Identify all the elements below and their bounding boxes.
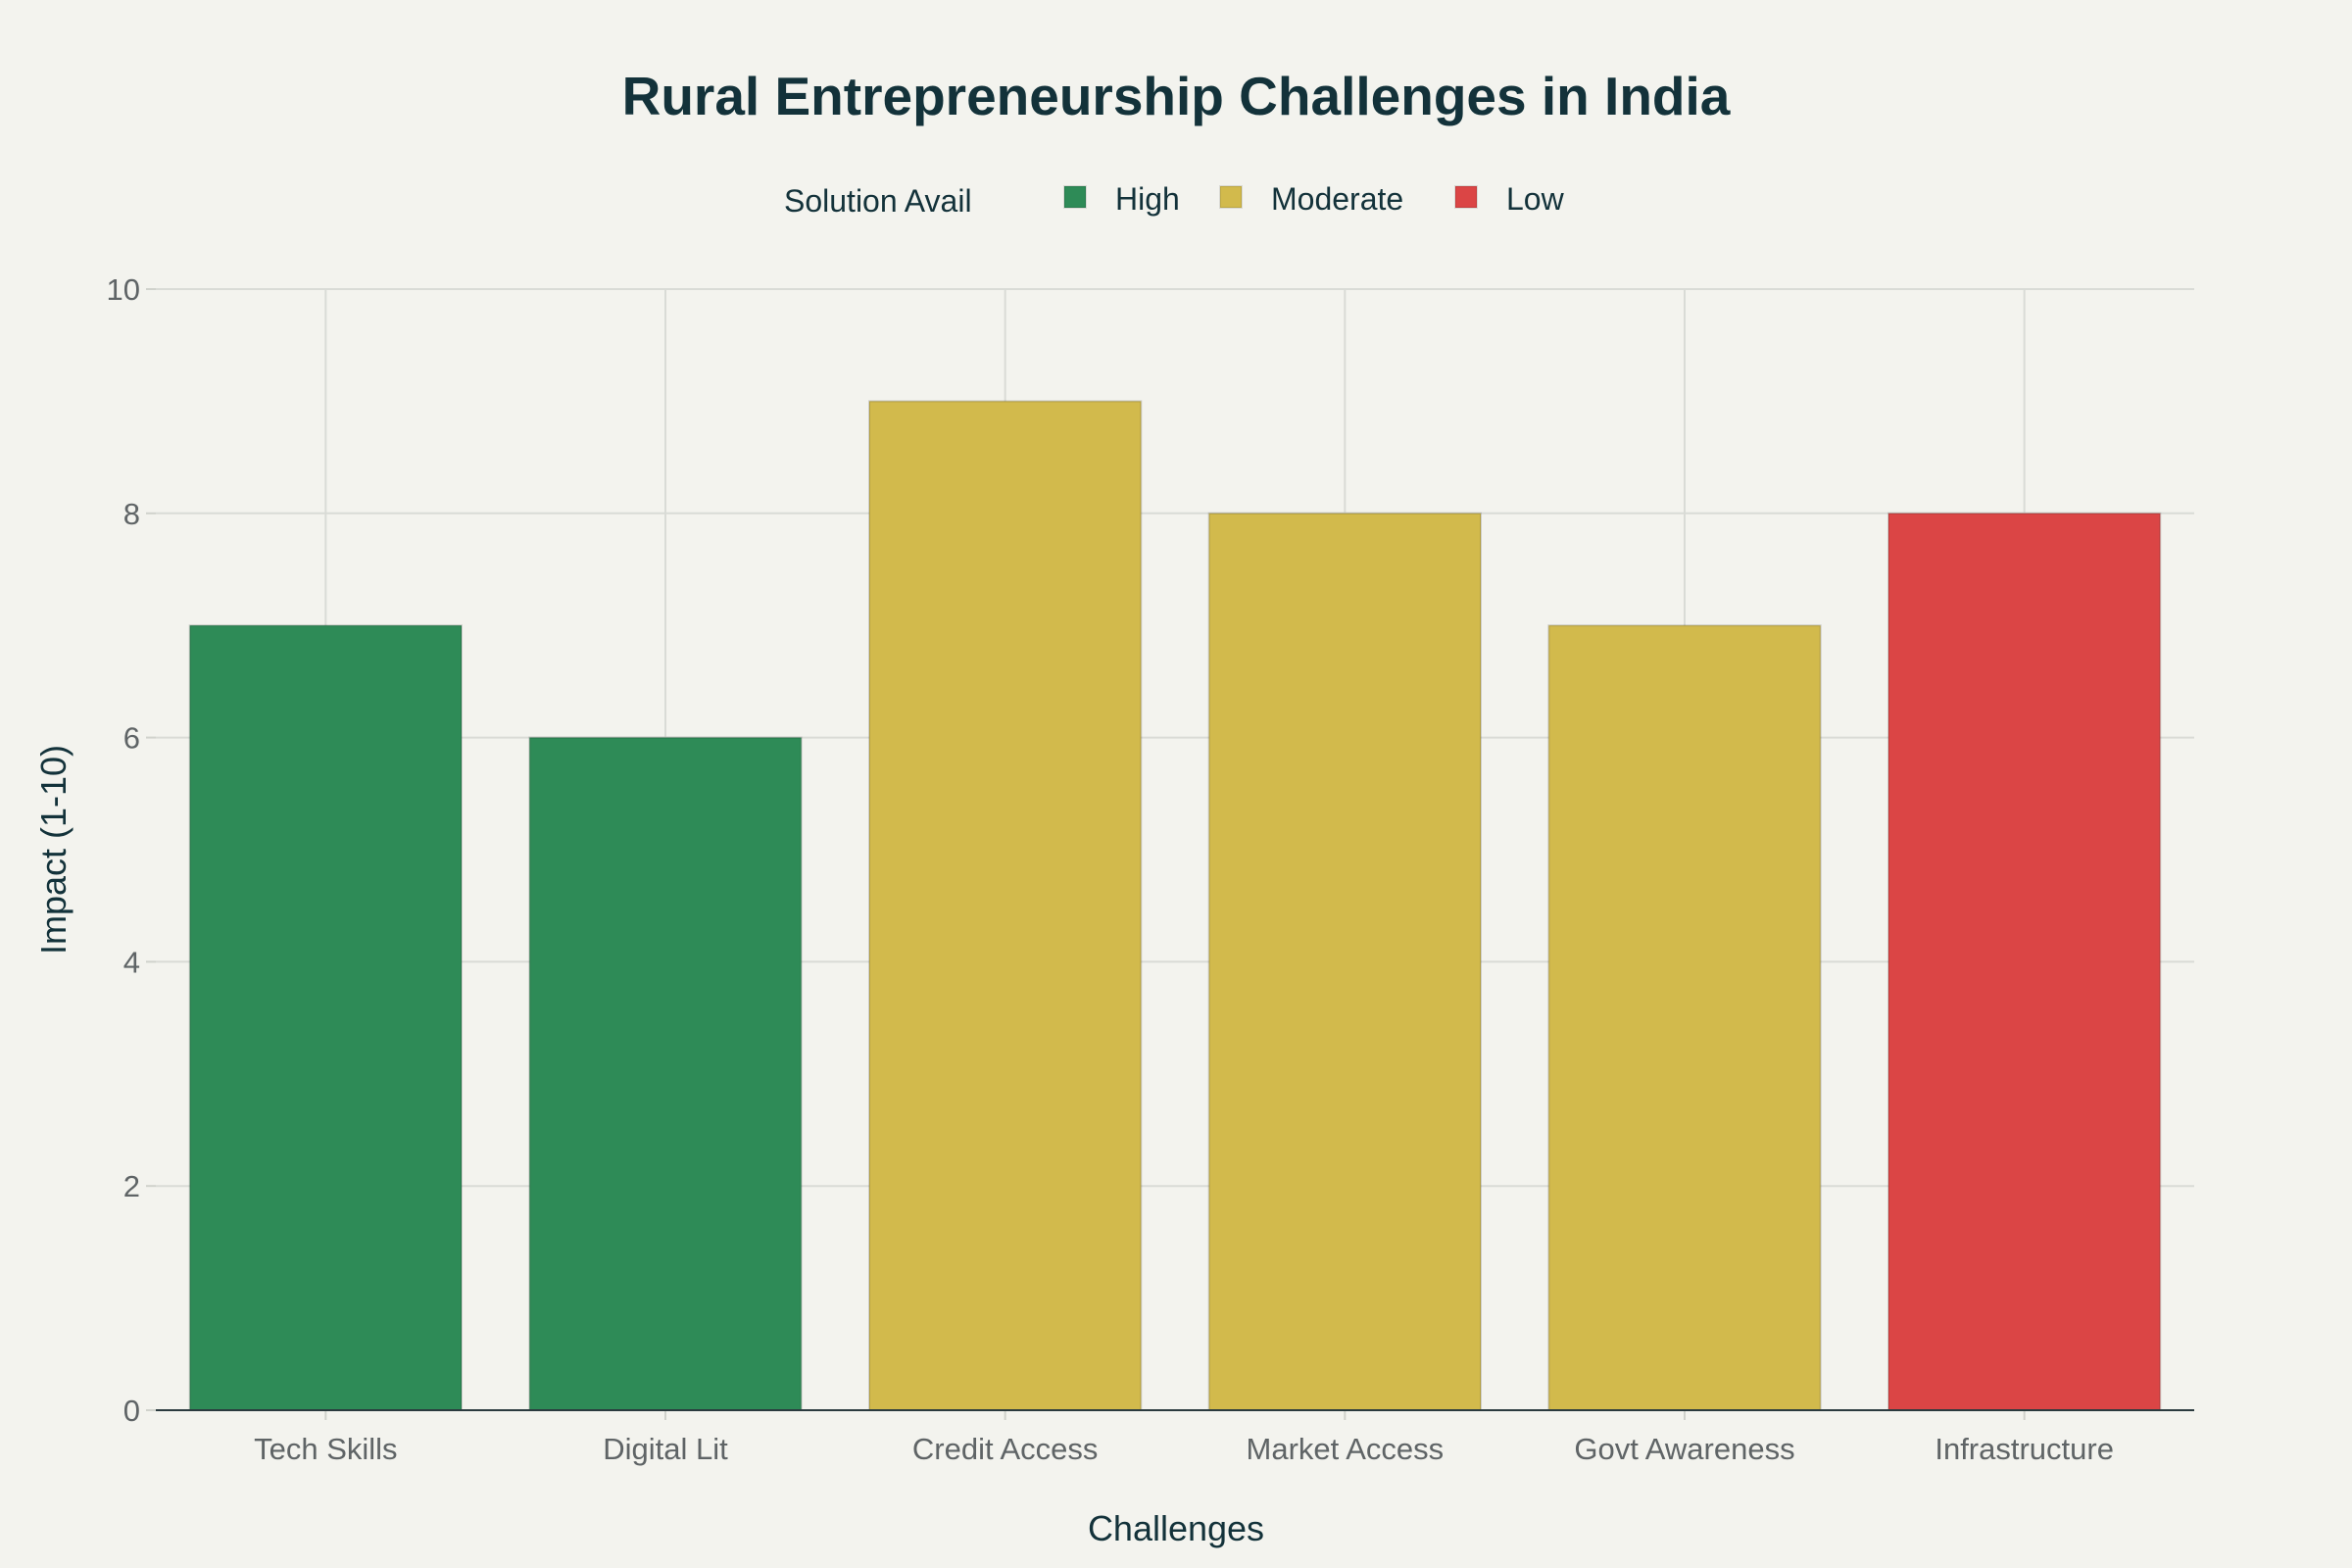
bar-infrastructure[interactable] — [1887, 512, 2162, 1411]
x-tick-label: Infrastructure — [1935, 1432, 2114, 1466]
bar-govt-awareness[interactable] — [1547, 624, 1822, 1411]
x-tick-label: Tech Skills — [254, 1432, 397, 1466]
x-tick-labels: Tech Skills Digital Lit Credit Access Marke… — [254, 1432, 2114, 1466]
legend-swatch-moderate[interactable] — [1219, 185, 1243, 209]
y-tick-label: 0 — [123, 1394, 140, 1428]
y-tick-label: 4 — [123, 945, 140, 979]
legend-label-high[interactable]: High — [1115, 181, 1180, 217]
chart-title: Rural Entrepreneurship Challenges in Ind… — [622, 66, 1731, 126]
y-tick-labels: 0 2 4 6 8 10 — [107, 272, 140, 1428]
x-tick-label: Credit Access — [912, 1432, 1099, 1466]
y-tick-label: 8 — [123, 497, 140, 531]
bar-digital-lit[interactable] — [528, 736, 803, 1411]
legend: Solution Avail High Moderate Low — [784, 181, 1565, 219]
x-tick-label: Market Access — [1247, 1432, 1445, 1466]
bars — [188, 400, 2162, 1411]
bar-tech-skills[interactable] — [188, 624, 464, 1411]
legend-label-low[interactable]: Low — [1506, 181, 1565, 217]
x-tick-label: Govt Awareness — [1574, 1432, 1794, 1466]
x-axis-title: Challenges — [1088, 1508, 1264, 1548]
bar-credit-access[interactable] — [868, 400, 1143, 1411]
bar-market-access[interactable] — [1207, 512, 1482, 1411]
legend-swatch-high[interactable] — [1063, 185, 1087, 209]
legend-label-moderate[interactable]: Moderate — [1271, 181, 1403, 217]
y-tick-label: 2 — [123, 1169, 140, 1203]
y-axis-title: Impact (1-10) — [33, 745, 74, 955]
legend-swatch-low[interactable] — [1454, 185, 1478, 209]
legend-title: Solution Avail — [784, 183, 972, 219]
y-tick-label: 10 — [107, 272, 140, 307]
x-tick-label: Digital Lit — [603, 1432, 728, 1466]
y-tick-label: 6 — [123, 721, 140, 756]
